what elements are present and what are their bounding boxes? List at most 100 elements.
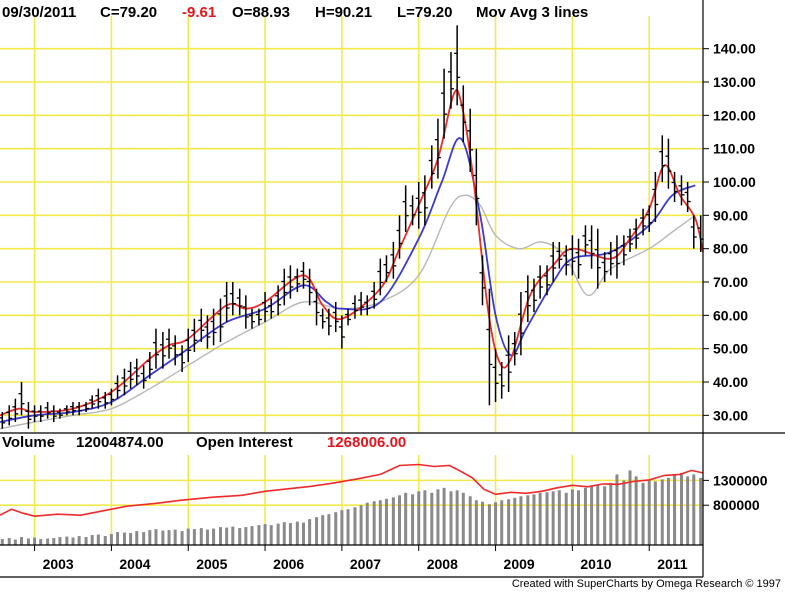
x-tick-label: 2004 (119, 556, 150, 572)
volume-bar (359, 505, 363, 545)
volume-bar (129, 533, 133, 545)
volume-bar (628, 470, 632, 545)
volume-bar (353, 507, 357, 545)
volume-bar (238, 528, 242, 545)
volume-label: Volume (2, 434, 55, 451)
volume-bar (564, 492, 568, 545)
volume-bar (225, 527, 229, 545)
volume-bar (686, 476, 690, 545)
volume-bar (404, 492, 408, 545)
volume-bar (46, 538, 50, 545)
volume-bar (641, 482, 645, 545)
volume-bar (33, 537, 37, 545)
volume-bar (577, 490, 581, 545)
volume-bar (71, 537, 75, 545)
y-tick-label: 40.00 (713, 374, 748, 390)
volume-bar (551, 491, 555, 545)
volume-bar (692, 474, 696, 545)
volume-bar (334, 512, 338, 545)
volume-bar (487, 504, 491, 545)
volume-bar (308, 519, 312, 545)
volume-bar (244, 527, 248, 545)
volume-bar (135, 531, 139, 545)
x-tick-label: 2006 (273, 556, 304, 572)
volume-bar (263, 524, 267, 545)
volume-bar (596, 484, 600, 545)
volume-bar (622, 480, 626, 545)
volume-bar (205, 529, 209, 545)
open-interest-layer (0, 463, 704, 518)
volume-bar (679, 472, 683, 545)
volume-bar (84, 537, 88, 545)
credit-text: Created with SuperCharts by Omega Resear… (512, 578, 781, 590)
volume-bar (494, 502, 498, 545)
y-tick-label: 140.00 (713, 41, 756, 57)
volume-bar (26, 538, 30, 545)
header-high: H=90.21 (315, 4, 372, 21)
volume-bar (583, 487, 587, 545)
volume-bar (474, 500, 478, 545)
volume-bar (449, 491, 453, 545)
volume-bar (219, 527, 223, 545)
volume-bar (442, 487, 446, 545)
volume-bar (455, 490, 459, 545)
header-change: -9.61 (182, 4, 216, 21)
volume-bar (109, 534, 113, 545)
y-tick-label: 130.00 (713, 74, 756, 90)
volume-bar (423, 490, 427, 545)
volume-bar (411, 494, 415, 545)
y-tick-label: 100.00 (713, 174, 756, 190)
header-close: C=79.20 (100, 4, 157, 21)
x-tick-label: 2005 (196, 556, 227, 572)
volume-bar (346, 509, 350, 545)
volume-bar (288, 523, 292, 545)
volume-bar (372, 501, 376, 545)
volume-bar (180, 531, 184, 545)
volume-bar (417, 491, 421, 545)
x-tick-label: 2011 (657, 556, 688, 572)
volume-bar (570, 489, 574, 545)
header-study: Mov Avg 3 lines (476, 4, 588, 21)
axis-layer (0, 0, 785, 578)
x-tick-label: 2007 (350, 556, 381, 572)
volume-bar (257, 525, 261, 545)
volume-bar (301, 522, 305, 545)
volume-bar (0, 539, 4, 545)
volume-bar (340, 510, 344, 545)
volume-bar (557, 490, 561, 545)
y-tick-label: 80.00 (713, 241, 748, 257)
volume-bar (276, 523, 280, 545)
header-open: O=88.93 (232, 4, 290, 21)
volume-bar (538, 492, 542, 545)
volume-bar (13, 539, 17, 545)
moving-average-ma-slow (0, 194, 696, 430)
volume-bar (590, 485, 594, 545)
volume-bar (154, 529, 158, 545)
volume-bar (615, 474, 619, 545)
volume-bar (212, 528, 216, 545)
volume-bar (507, 499, 511, 545)
volume-bar (39, 539, 43, 545)
volume-bar (7, 538, 11, 545)
volume-bar (122, 532, 126, 545)
volume-bar (634, 476, 638, 545)
volume-bar (526, 495, 530, 545)
volume-bar (468, 496, 472, 545)
y-tick-label: 70.00 (713, 274, 748, 290)
y-tick-label: 90.00 (713, 207, 748, 223)
volume-bar (384, 498, 388, 545)
volume-bar (327, 514, 331, 545)
open-interest-label: Open Interest (196, 434, 293, 451)
moving-average-ma-mid (0, 137, 696, 423)
volume-bar (96, 534, 100, 545)
volume-bar (699, 477, 703, 545)
volume-bar (398, 495, 402, 545)
volume-bar (603, 486, 607, 545)
volume-bar (365, 502, 369, 545)
volume-bar (391, 497, 395, 545)
volume-bar (519, 496, 523, 545)
volume-bar (173, 529, 177, 545)
volume-bar (269, 525, 273, 545)
y-tick-label: 120.00 (713, 107, 756, 123)
volume-bar (199, 528, 203, 545)
